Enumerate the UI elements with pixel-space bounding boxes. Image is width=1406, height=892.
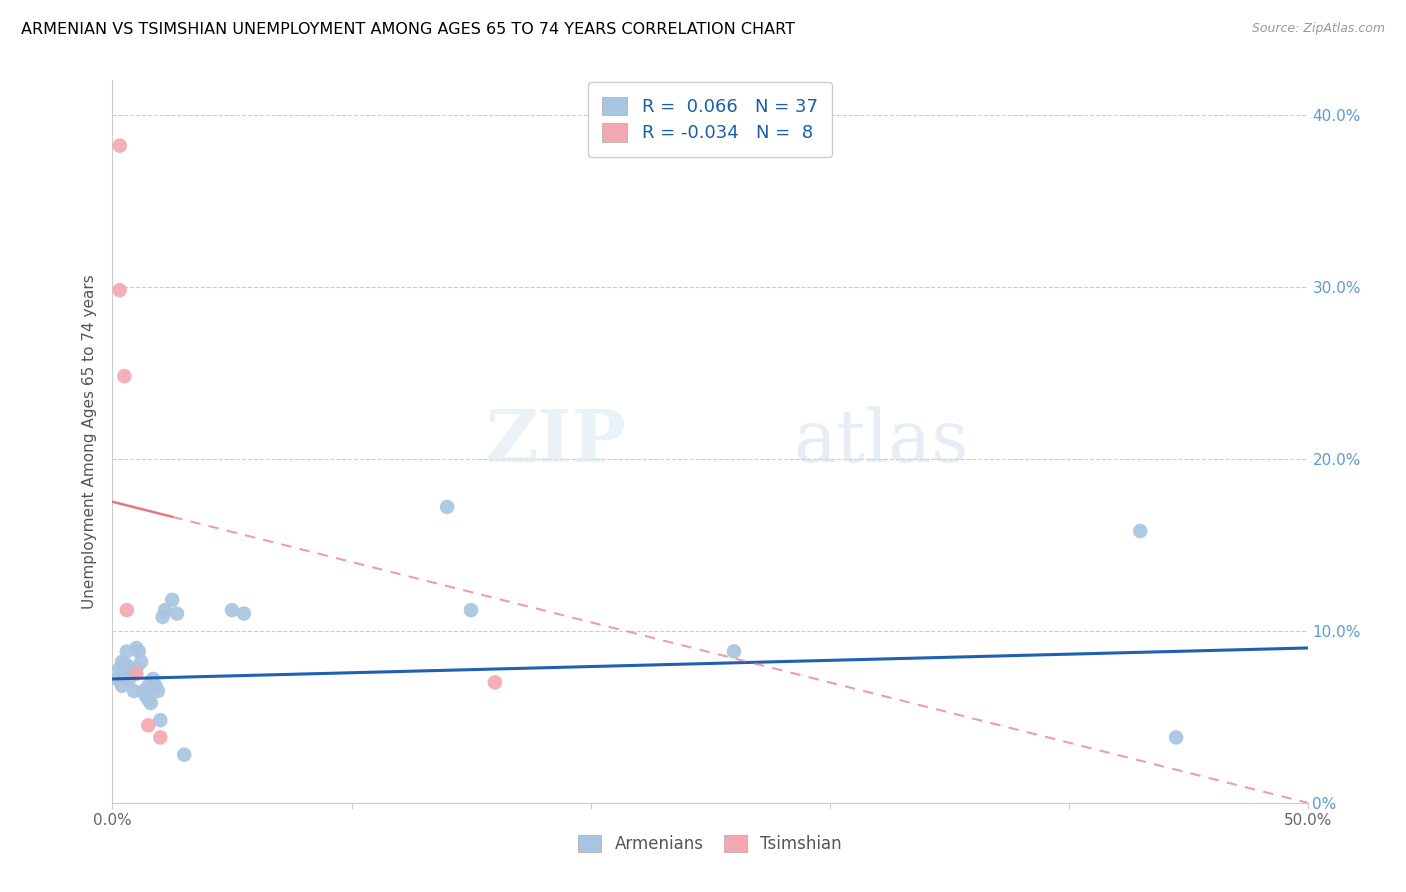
Point [111,655,134,669]
Point [105,672,128,686]
Point [152,610,174,624]
Point [135,689,157,703]
Point [125,666,148,681]
Point [118,672,141,686]
Point [1166,731,1188,745]
Point [132,684,155,698]
Point [436,500,458,514]
Point [1129,524,1152,538]
Point [166,607,188,621]
Point [233,607,256,621]
Text: Source: ZipAtlas.com: Source: ZipAtlas.com [1251,22,1385,36]
Point [108,138,131,153]
Point [146,684,169,698]
Point [149,713,172,727]
Point [129,655,152,669]
Point [138,718,160,732]
Point [173,747,195,762]
Point [115,603,138,617]
Point [108,662,131,676]
Point [138,692,160,706]
Text: ARMENIAN VS TSIMSHIAN UNEMPLOYMENT AMONG AGES 65 TO 74 YEARS CORRELATION CHART: ARMENIAN VS TSIMSHIAN UNEMPLOYMENT AMONG… [21,22,794,37]
Point [128,644,150,658]
Point [484,675,506,690]
Text: ZIP: ZIP [485,406,627,477]
Point [114,658,135,673]
Point [115,658,138,673]
Point [114,672,135,686]
Point [153,603,176,617]
Legend: Armenians, Tsimshian: Armenians, Tsimshian [571,828,849,860]
Point [114,369,135,384]
Point [125,640,148,655]
Point [139,696,162,710]
Point [145,679,167,693]
Point [162,592,183,607]
Point [115,644,138,658]
Point [221,603,243,617]
Point [142,672,165,686]
Point [460,603,482,617]
Y-axis label: Unemployment Among Ages 65 to 74 years: Unemployment Among Ages 65 to 74 years [82,274,97,609]
Point [108,283,131,297]
Point [111,679,134,693]
Point [122,684,145,698]
Text: atlas: atlas [793,406,969,477]
Point [121,662,143,676]
Point [118,665,141,679]
Point [138,679,160,693]
Point [149,731,172,745]
Point [723,644,745,658]
Point [125,662,148,676]
